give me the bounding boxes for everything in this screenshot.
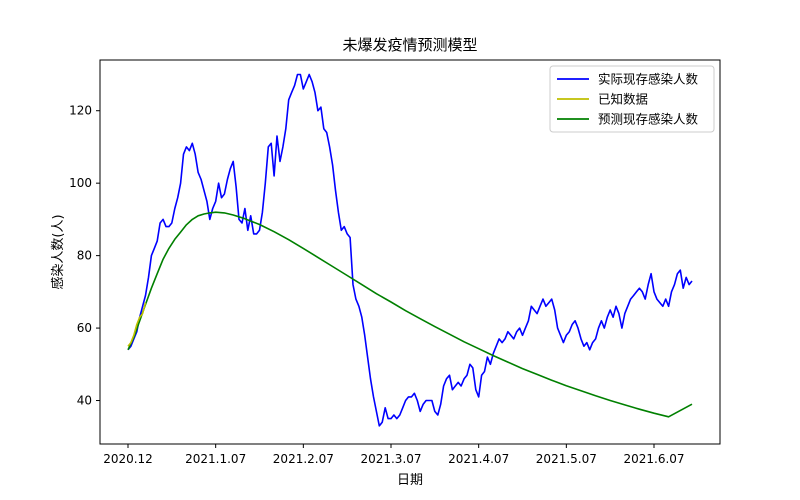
legend-label: 预测现存感染人数 [598,112,699,127]
y-tick-label: 60 [77,321,92,335]
series-layer [127,73,693,427]
plot-area-frame [99,59,721,445]
x-tick-label: 2021.2.07 [273,452,334,466]
x-tick-label: 2021.6.07 [623,452,684,466]
y-tick-label: 100 [69,176,92,190]
chart-title: 未爆发疫情预测模型 [342,36,477,54]
series-line-0 [127,73,693,427]
legend-label: 已知数据 [598,92,648,107]
y-tick-label: 40 [77,394,92,408]
y-axis: 40 60 80 100 120 [69,104,100,408]
legend-box [549,65,715,133]
y-axis-title: 感染人数(人) [50,214,66,289]
x-tick-label: 2021.4.07 [448,452,509,466]
series-line-2 [127,211,693,418]
x-tick-label: 2020.12 [103,452,153,466]
y-tick-label: 80 [77,249,92,263]
legend-label: 实际现存感染人数 [598,72,699,87]
x-tick-label: 2021.5.07 [536,452,597,466]
x-tick-label: 2021.3.07 [360,452,421,466]
y-tick-label: 120 [69,104,92,118]
series-line-1 [127,302,147,347]
x-axis-title: 日期 [397,473,423,488]
x-axis: 2020.12 2021.1.07 2021.2.07 2021.3.07 2021.4… [103,444,685,466]
x-tick-label: 2021.1.07 [185,452,246,466]
